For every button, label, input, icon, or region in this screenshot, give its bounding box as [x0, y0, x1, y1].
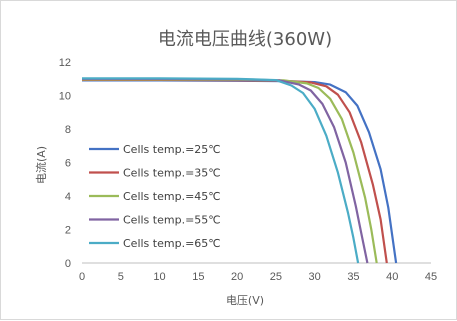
legend-label: Cells temp.=35℃	[123, 167, 221, 180]
y-tick-label: 4	[65, 191, 71, 203]
series-lines	[82, 77, 398, 264]
y-tick-labels: 0 2 4 6 8 10 12	[59, 57, 71, 270]
y-tick-label: 8	[65, 124, 71, 136]
chart-title: 电流电压曲线(360W)	[158, 29, 332, 50]
x-axis-title: 电压(V)	[226, 294, 264, 307]
legend-label: Cells temp.=65℃	[123, 237, 221, 250]
y-tick-label: 12	[59, 57, 71, 69]
x-tick-label: 25	[270, 271, 282, 283]
x-tick-label: 5	[118, 271, 124, 283]
y-tick-label: 2	[65, 225, 71, 237]
series-line	[82, 77, 360, 264]
legend: Cells temp.=25℃ Cells temp.=35℃ Cells temp…	[89, 143, 221, 250]
x-tick-label: 15	[192, 271, 204, 283]
y-axis-title: 电流(A)	[34, 146, 48, 184]
y-tick-label: 10	[59, 91, 71, 103]
x-tick-label: 20	[231, 271, 243, 283]
y-tick-label: 0	[65, 258, 71, 270]
x-tick-labels: 0 5 10 15 20 25 30 35 40 45	[79, 271, 437, 283]
legend-label: Cells temp.=25℃	[123, 143, 221, 156]
x-tick-label: 35	[347, 271, 359, 283]
x-tick-label: 30	[309, 271, 321, 283]
legend-label: Cells temp.=55℃	[123, 214, 221, 227]
x-tick-label: 0	[79, 271, 85, 283]
legend-label: Cells temp.=45℃	[123, 190, 221, 203]
x-tick-label: 40	[386, 271, 398, 283]
x-tick-label: 45	[425, 271, 437, 283]
x-tick-label: 10	[153, 271, 165, 283]
y-tick-label: 6	[65, 158, 71, 170]
